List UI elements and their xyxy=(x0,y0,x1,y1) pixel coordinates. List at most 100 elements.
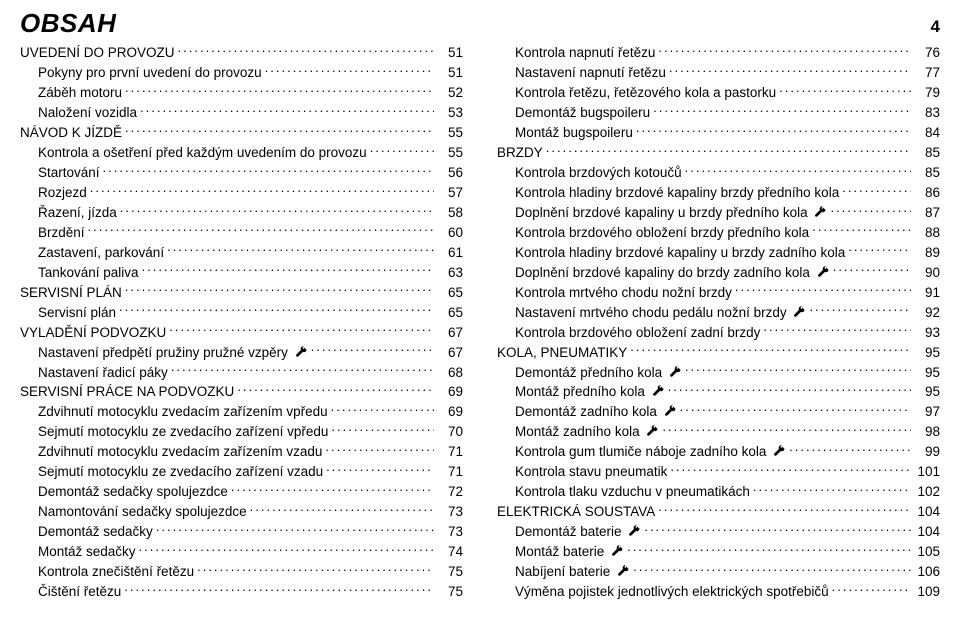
toc-label: Nabíjení baterie xyxy=(497,562,630,582)
toc-page: 99 xyxy=(914,442,940,462)
toc-leader xyxy=(685,163,911,177)
toc-page: 83 xyxy=(914,103,940,123)
toc-page: 75 xyxy=(437,582,463,602)
toc-label: VYLADĚNÍ PODVOZKU xyxy=(20,323,166,343)
toc-label: Kontrola brzdových kotoučů xyxy=(497,163,682,183)
toc-item: Pokyny pro první uvedení do provozu51 xyxy=(20,63,463,83)
toc-label: Demontáž sedačky spolujezdce xyxy=(20,482,228,502)
toc-heading: BRZDY85 xyxy=(497,143,940,163)
toc-page: 58 xyxy=(437,203,463,223)
toc-label: Řazení, jízda xyxy=(20,203,117,223)
toc-leader xyxy=(812,223,911,237)
toc-page: 105 xyxy=(914,542,940,562)
toc-page: 63 xyxy=(437,263,463,283)
wrench-icon xyxy=(616,565,630,578)
toc-page: 65 xyxy=(437,283,463,303)
toc-label: Zdvihnutí motocyklu zvedacím zařízením v… xyxy=(20,442,322,462)
toc-page: 70 xyxy=(437,422,463,442)
toc-page: 55 xyxy=(437,143,463,163)
toc-item: Montáž baterie 105 xyxy=(497,542,940,562)
toc-page: 52 xyxy=(437,83,463,103)
toc-page: 73 xyxy=(437,522,463,542)
toc-item: Sejmutí motocyklu ze zvedacího zařízení … xyxy=(20,422,463,442)
toc-page: 53 xyxy=(437,103,463,123)
toc-label: Doplnění brzdové kapaliny u brzdy přední… xyxy=(497,203,827,223)
toc-leader xyxy=(662,423,911,437)
toc-leader xyxy=(88,223,434,237)
toc-heading: NÁVOD K JÍZDĚ55 xyxy=(20,123,463,143)
toc-label: Demontáž sedačky xyxy=(20,522,153,542)
wrench-icon xyxy=(651,385,665,398)
toc-label: BRZDY xyxy=(497,143,543,163)
toc-label: Kontrola brzdového obložení brzdy přední… xyxy=(497,223,809,243)
toc-page: 55 xyxy=(437,123,463,143)
toc-item: Zdvihnutí motocyklu zvedacím zařízením v… xyxy=(20,402,463,422)
wrench-icon xyxy=(668,366,682,379)
toc-leader xyxy=(326,463,434,477)
toc-label: Kontrola gum tlumiče náboje zadního kola xyxy=(497,442,786,462)
toc-item: Kontrola řetězu, řetězového kola a pasto… xyxy=(497,83,940,103)
toc-page: 86 xyxy=(914,183,940,203)
toc-leader xyxy=(265,63,434,77)
toc-item: Kontrola znečištění řetězu75 xyxy=(20,562,463,582)
toc-label: Zastavení, parkování xyxy=(20,243,164,263)
toc-leader xyxy=(653,103,911,117)
wrench-icon xyxy=(813,206,827,219)
page-number: 4 xyxy=(931,17,940,37)
toc-label: Demontáž bugspoileru xyxy=(497,103,650,123)
toc-item: Kontrola gum tlumiče náboje zadního kola… xyxy=(497,442,940,462)
toc-label: Sejmutí motocyklu ze zvedacího zařízení … xyxy=(20,462,323,482)
toc-label: SERVISNÍ PRÁCE NA PODVOZKU xyxy=(20,382,234,402)
toc-item: Kontrola stavu pneumatik101 xyxy=(497,462,940,482)
toc-page: 98 xyxy=(914,422,940,442)
toc-leader xyxy=(668,383,911,397)
toc-leader xyxy=(169,323,434,337)
toc-label: Kontrola hladiny brzdové kapaliny u brzd… xyxy=(497,243,845,263)
toc-label: Naložení vozidla xyxy=(20,103,137,123)
toc-item: Kontrola hladiny brzdové kapaliny u brzd… xyxy=(497,243,940,263)
toc-item: Kontrola a ošetření před každým uvedením… xyxy=(20,143,463,163)
toc-page: 51 xyxy=(437,43,463,63)
toc-item: Brzdění60 xyxy=(20,223,463,243)
toc-item: Kontrola brzdového obložení brzdy přední… xyxy=(497,223,940,243)
toc-page: 95 xyxy=(914,382,940,402)
toc-leader xyxy=(546,143,911,157)
toc-leader xyxy=(119,303,434,317)
toc-leader xyxy=(832,583,911,597)
toc-leader xyxy=(103,163,434,177)
toc-leader xyxy=(125,83,434,97)
toc-item: Startování56 xyxy=(20,163,463,183)
toc-page: 102 xyxy=(914,482,940,502)
toc-label: Montáž zadního kola xyxy=(497,422,659,442)
toc-label: KOLA, PNEUMATIKY xyxy=(497,343,627,363)
toc-page: 106 xyxy=(914,562,940,582)
toc-page: 65 xyxy=(437,303,463,323)
toc-page: 75 xyxy=(437,562,463,582)
toc-item: Kontrola napnutí řetězu76 xyxy=(497,43,940,63)
toc-heading: KOLA, PNEUMATIKY95 xyxy=(497,343,940,363)
toc-item: Namontování sedačky spolujezdce73 xyxy=(20,502,463,522)
wrench-icon xyxy=(792,306,806,319)
toc-item: Doplnění brzdové kapaliny do brzdy zadní… xyxy=(497,263,940,283)
wrench-icon xyxy=(645,425,659,438)
toc-page: 73 xyxy=(437,502,463,522)
toc-page: 92 xyxy=(914,303,940,323)
toc-leader xyxy=(779,83,911,97)
toc-label: Doplnění brzdové kapaliny do brzdy zadní… xyxy=(497,263,830,283)
wrench-icon xyxy=(294,346,308,359)
toc-label: Sejmutí motocyklu ze zvedacího zařízení … xyxy=(20,422,328,442)
toc-leader xyxy=(842,183,911,197)
toc-page: 88 xyxy=(914,223,940,243)
toc-label: Kontrola napnutí řetězu xyxy=(497,43,655,63)
toc-label: Kontrola řetězu, řetězového kola a pasto… xyxy=(497,83,776,103)
toc-item: Doplnění brzdové kapaliny u brzdy přední… xyxy=(497,203,940,223)
toc-label: Kontrola brzdového obložení zadní brzdy xyxy=(497,323,760,343)
toc-leader xyxy=(669,63,911,77)
toc-label: SERVISNÍ PLÁN xyxy=(20,283,122,303)
toc-leader xyxy=(231,483,434,497)
toc-page: 89 xyxy=(914,243,940,263)
toc-item: Nabíjení baterie 106 xyxy=(497,562,940,582)
toc-leader xyxy=(830,203,911,217)
toc-heading: ELEKTRICKÁ SOUSTAVA104 xyxy=(497,502,940,522)
toc-page: 57 xyxy=(437,183,463,203)
